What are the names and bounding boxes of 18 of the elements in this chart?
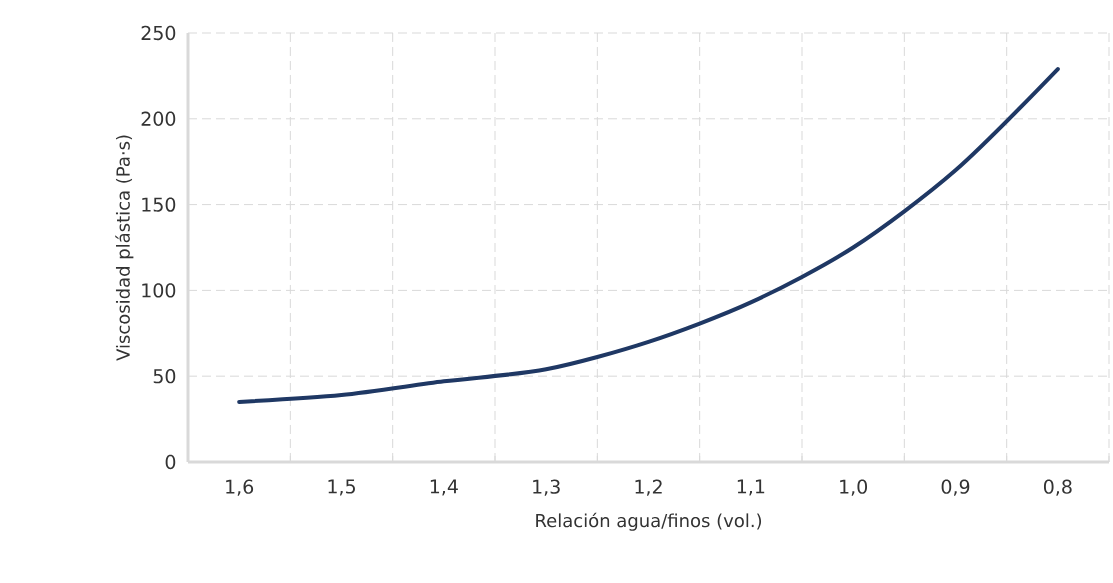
y-tick-label: 0	[165, 454, 176, 470]
x-tick-label: 1,1	[737, 479, 765, 496]
y-tick-label: 200	[141, 111, 176, 126]
x-tick-label: 1,0	[840, 479, 868, 496]
x-tick-label: 1,6	[226, 479, 254, 496]
x-axis-title: Relación agua/finos (vol.)	[536, 512, 762, 531]
y-tick-label: 250	[141, 25, 176, 41]
x-tick-label: 1,4	[430, 479, 458, 496]
y-tick-label: 100	[142, 283, 176, 298]
x-tick-label: 1,5	[328, 479, 355, 496]
line-series	[237, 67, 1060, 404]
y-axis-title: Viscosidad plástica (Pa·s)	[115, 135, 134, 361]
x-tick-label: 1,3	[533, 479, 560, 496]
y-tick-label: 50	[153, 368, 176, 384]
x-tick-label: 1,2	[635, 479, 662, 496]
x-tick-label: 0,8	[1043, 479, 1072, 496]
y-tick-label: 150	[142, 197, 176, 212]
x-tick-label: 0,9	[941, 479, 970, 496]
